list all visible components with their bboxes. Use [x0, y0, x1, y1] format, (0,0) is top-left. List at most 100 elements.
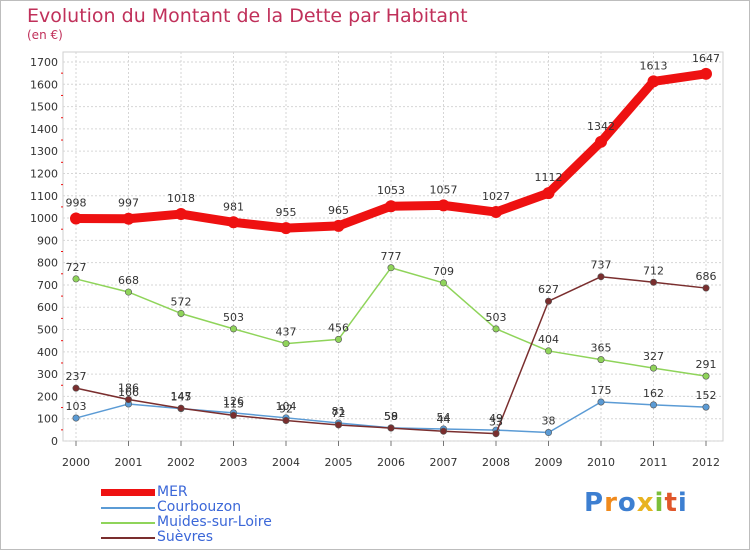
data-point — [439, 279, 447, 287]
data-point — [70, 212, 82, 225]
data-label: 291 — [696, 358, 717, 371]
data-label: 712 — [643, 264, 664, 277]
data-label: 1053 — [377, 184, 405, 197]
y-tick-label: 0 — [51, 435, 58, 448]
data-point — [125, 288, 133, 296]
data-point — [649, 278, 657, 286]
x-tick-label: 2008 — [482, 456, 510, 469]
data-label: 81 — [332, 405, 346, 418]
x-tick-label: 2006 — [377, 456, 405, 469]
data-label: 44 — [437, 413, 451, 426]
data-point — [702, 403, 710, 411]
logo-letter: i — [654, 488, 665, 518]
data-point — [702, 372, 710, 380]
data-point — [544, 347, 552, 355]
data-point — [125, 396, 133, 404]
data-label: 186 — [118, 382, 139, 395]
x-tick-label: 2000 — [62, 456, 90, 469]
data-label: 49 — [489, 412, 503, 425]
logo-letter: i — [677, 488, 688, 518]
x-tick-label: 2010 — [587, 456, 615, 469]
data-label: 327 — [643, 350, 664, 363]
data-label: 404 — [538, 333, 559, 346]
data-label: 175 — [591, 384, 612, 397]
data-point — [597, 273, 605, 281]
data-point — [334, 335, 342, 343]
data-label: 997 — [118, 197, 139, 210]
y-tick-label: 400 — [37, 346, 58, 359]
data-label: 103 — [66, 400, 87, 413]
data-point — [649, 401, 657, 409]
data-point — [72, 384, 80, 392]
data-label: 59 — [384, 410, 398, 423]
data-label: 38 — [542, 415, 556, 428]
data-label: 627 — [538, 283, 559, 296]
legend-swatch — [101, 537, 155, 539]
data-series — [70, 67, 712, 438]
data-label: 1112 — [535, 171, 563, 184]
data-label: 456 — [328, 321, 349, 334]
data-point — [282, 340, 290, 348]
y-tick-label: 1100 — [30, 190, 58, 203]
legend-swatch — [101, 522, 155, 524]
logo-letter: r — [604, 488, 618, 518]
data-point — [72, 414, 80, 422]
data-point — [230, 325, 238, 333]
y-tick-label: 1600 — [30, 78, 58, 91]
chart-title: Evolution du Montant de la Dette par Hab… — [27, 5, 468, 27]
data-point — [177, 309, 185, 317]
data-label: 777 — [381, 250, 402, 263]
data-point — [72, 275, 80, 283]
data-point — [544, 297, 552, 305]
y-tick-label: 1300 — [30, 145, 58, 158]
data-label: 437 — [276, 326, 297, 339]
data-label: 1613 — [640, 59, 668, 72]
data-label: 58 — [384, 410, 398, 423]
legend-label: Courbouzon — [157, 499, 242, 515]
data-label: 727 — [66, 261, 87, 274]
data-label: 965 — [328, 204, 349, 217]
data-point — [597, 356, 605, 364]
line-chart: 0 100 200 300 400 500 600 700 800 900 1000 1100 1200… — [30, 51, 724, 469]
data-label: 955 — [276, 206, 297, 219]
data-label: 572 — [171, 295, 192, 308]
y-tick-label: 500 — [37, 324, 58, 337]
y-tick-label: 1700 — [30, 56, 58, 69]
data-label: 503 — [486, 311, 507, 324]
data-label: 166 — [118, 386, 139, 399]
y-tick-label: 800 — [37, 257, 58, 270]
data-point — [492, 430, 500, 438]
logo-letter: o — [617, 488, 637, 518]
data-label: 104 — [276, 400, 297, 413]
data-point — [177, 404, 185, 412]
x-tick-label: 2005 — [325, 456, 353, 469]
data-label: 152 — [696, 389, 717, 402]
y-tick-label: 1400 — [30, 123, 58, 136]
data-label: 92 — [279, 402, 293, 415]
legend-label: MER — [157, 484, 188, 500]
data-point — [542, 187, 555, 200]
proxiti-logo: Proxiti — [584, 488, 688, 518]
y-tick-label: 200 — [37, 390, 58, 403]
logo-letter: t — [664, 488, 678, 518]
chart-unit: (en €) — [27, 28, 63, 42]
data-point — [227, 216, 240, 229]
y-tick-label: 900 — [37, 234, 58, 247]
legend-label: Muides-sur-Loire — [157, 514, 272, 530]
data-point — [437, 199, 450, 212]
x-tick-label: 2011 — [640, 456, 668, 469]
data-point — [595, 135, 607, 148]
data-point — [700, 67, 712, 80]
data-point — [439, 427, 447, 435]
logo-letter: P — [584, 488, 605, 518]
data-label: 668 — [118, 274, 139, 287]
data-point — [490, 206, 502, 219]
x-tick-label: 2007 — [430, 456, 458, 469]
y-tick-label: 1200 — [30, 167, 58, 180]
data-label: 145 — [171, 391, 192, 404]
data-labels: 103 166 145 126 104 81 59 54 49 38 175 162 152 727 668… — [66, 52, 721, 429]
data-label: 147 — [171, 390, 192, 403]
axes: 0 100 200 300 400 500 600 700 800 900 1000 1100 1200… — [30, 56, 720, 469]
data-point — [230, 411, 238, 419]
